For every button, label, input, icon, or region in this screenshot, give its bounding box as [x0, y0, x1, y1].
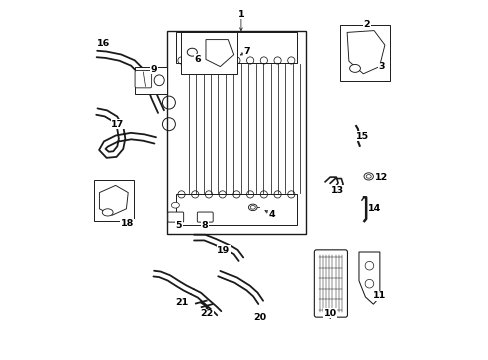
FancyBboxPatch shape [135, 71, 151, 88]
Text: 8: 8 [201, 220, 208, 230]
Ellipse shape [248, 204, 257, 211]
Text: 13: 13 [330, 186, 343, 194]
Text: 14: 14 [367, 203, 381, 212]
Text: 1: 1 [237, 10, 244, 19]
Text: 10: 10 [323, 309, 336, 318]
Bar [176, 32, 296, 63]
Polygon shape [205, 40, 233, 67]
Ellipse shape [250, 206, 255, 209]
Bar [167, 31, 305, 234]
Text: 22: 22 [200, 310, 213, 319]
FancyBboxPatch shape [167, 212, 183, 222]
Text: 19: 19 [217, 246, 230, 255]
Text: 11: 11 [372, 291, 386, 300]
Ellipse shape [349, 64, 360, 72]
Text: 17: 17 [111, 120, 124, 129]
Polygon shape [99, 185, 128, 215]
Bar [181, 32, 237, 74]
Polygon shape [346, 31, 384, 74]
Bar [134, 67, 167, 94]
Text: 5: 5 [175, 220, 182, 230]
Text: 20: 20 [253, 313, 266, 322]
FancyBboxPatch shape [314, 250, 347, 317]
Text: 2: 2 [363, 20, 369, 29]
Ellipse shape [171, 202, 179, 208]
Bar [339, 25, 389, 81]
Ellipse shape [154, 75, 164, 86]
Ellipse shape [187, 48, 197, 56]
Bar [94, 180, 133, 221]
Ellipse shape [366, 175, 370, 178]
Text: 18: 18 [121, 219, 134, 228]
FancyBboxPatch shape [197, 212, 213, 222]
Text: 4: 4 [267, 210, 274, 219]
Ellipse shape [102, 209, 113, 216]
Text: 21: 21 [175, 298, 188, 307]
Text: 7: 7 [243, 47, 249, 56]
Text: 12: 12 [375, 173, 388, 181]
Text: 6: 6 [194, 55, 201, 64]
Text: 16: 16 [97, 40, 110, 49]
Bar [176, 194, 296, 225]
Ellipse shape [363, 173, 373, 180]
Polygon shape [358, 252, 379, 304]
Text: 9: 9 [150, 65, 157, 74]
Text: 3: 3 [377, 62, 384, 71]
Text: 15: 15 [355, 132, 368, 140]
